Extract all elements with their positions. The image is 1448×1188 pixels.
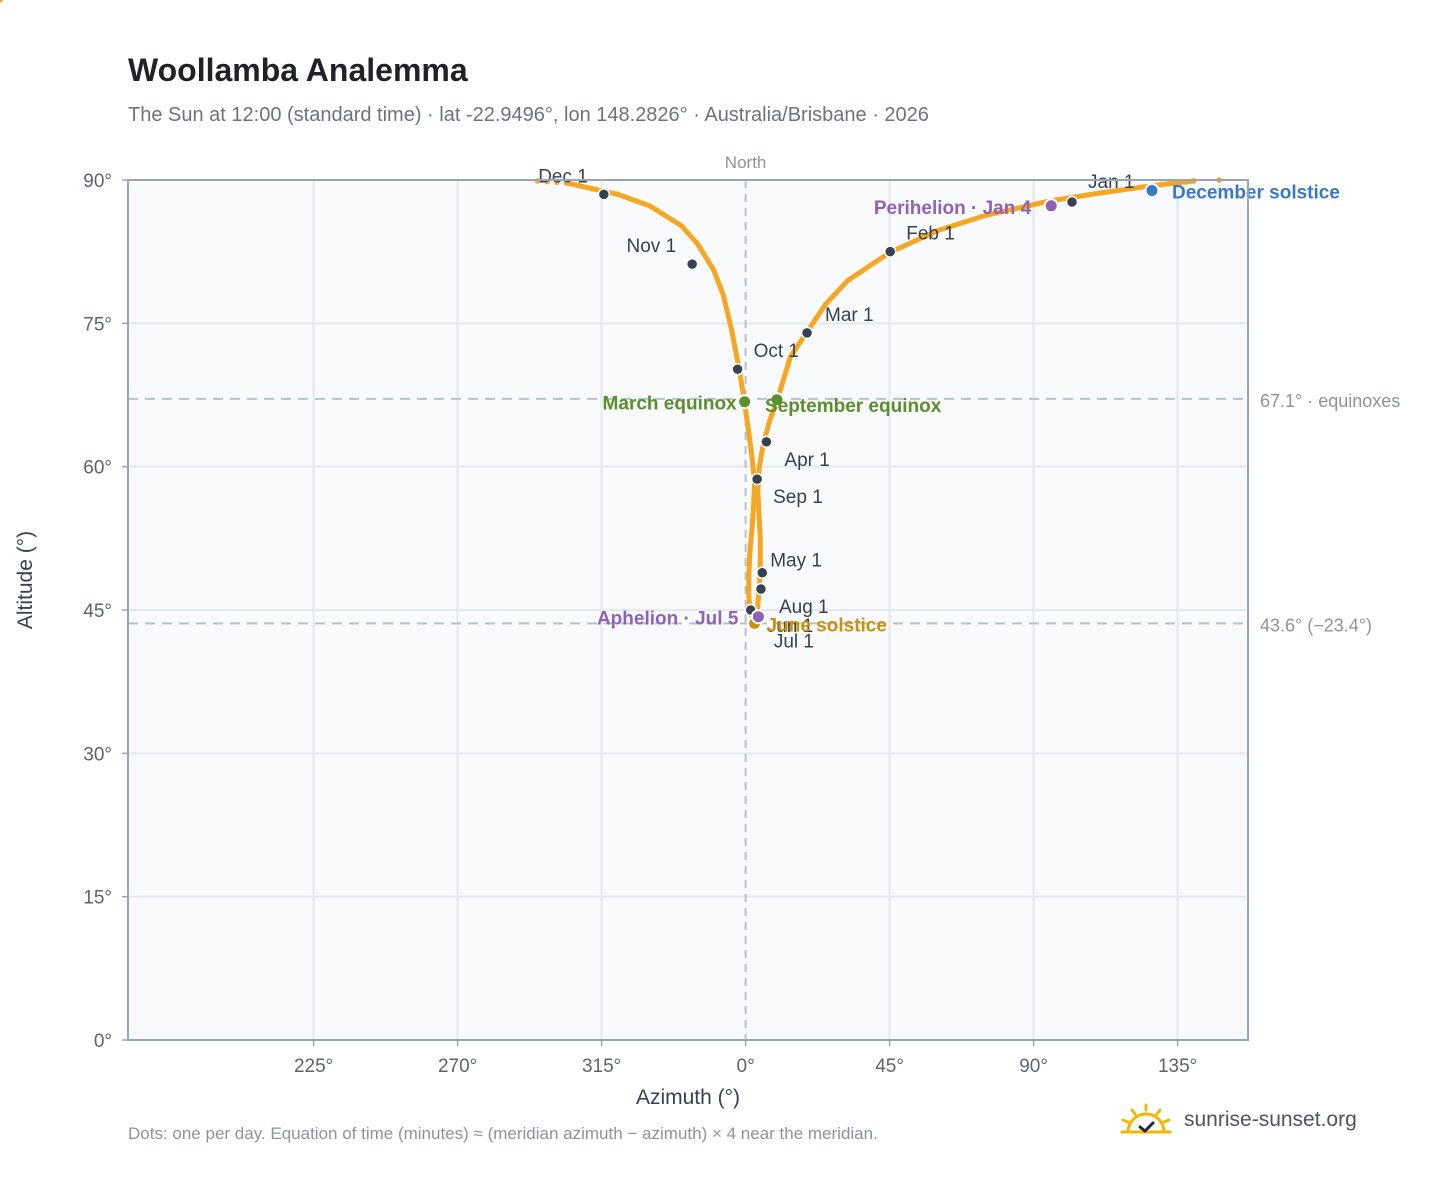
x-tick-label: 270° — [438, 1056, 477, 1077]
axes-group: 225° 270° 315° 0° 45° 90° 135° 0° 15° 30° 45° 60° 75… — [14, 171, 1197, 1109]
y-axis-title: Altitude (°) — [14, 531, 37, 629]
day-dot — [589, 185, 595, 192]
y-tick-label: 90° — [83, 171, 112, 192]
x-tick-label: 315° — [582, 1056, 621, 1077]
month-label: Jan 1 — [1088, 172, 1134, 193]
brand-name: sunrise-sunset.org — [1184, 1108, 1357, 1131]
month-label: Aug 1 — [779, 597, 829, 618]
sun-logo-icon — [1120, 1103, 1172, 1134]
day-dot — [1157, 181, 1164, 188]
month-dot — [883, 245, 897, 258]
day-dot — [1174, 180, 1180, 186]
month-label: Apr 1 — [784, 450, 829, 471]
x-tick-label: 45° — [875, 1056, 904, 1077]
special-point-dot — [750, 609, 766, 625]
chart-title: Woollamba Analemma — [128, 52, 468, 88]
y-tick-label: 15° — [83, 888, 112, 909]
month-label: Oct 1 — [754, 341, 799, 362]
meridian-label: North — [725, 153, 767, 172]
month-dot — [1065, 195, 1079, 209]
special-point-label: September equinox — [765, 396, 942, 417]
month-label: Dec 1 — [538, 166, 588, 187]
month-label: Nov 1 — [627, 236, 677, 257]
month-dot — [750, 472, 764, 486]
y-tick-label: 0° — [94, 1031, 112, 1052]
day-dots — [0, 0, 1222, 198]
special-points: March equinox September equinox June solst… — [597, 183, 1340, 637]
special-point-label: March equinox — [603, 394, 738, 415]
special-point-label: June solstice — [767, 615, 887, 636]
day-dot — [1165, 181, 1172, 187]
x-tick-label: 135° — [1158, 1056, 1197, 1077]
special-point-dot — [737, 394, 753, 410]
month-dot — [597, 188, 611, 201]
y-tick-label: 45° — [83, 601, 112, 622]
meridian-group: North — [725, 153, 767, 1040]
month-dot — [731, 362, 744, 376]
x-tick-label: 90° — [1019, 1056, 1048, 1077]
brand[interactable]: sunrise-sunset.org — [1118, 1102, 1357, 1138]
y-tick-label: 30° — [83, 744, 112, 765]
day-dot — [614, 191, 621, 198]
month-label: Mar 1 — [825, 305, 874, 326]
reference-line-label: 67.1° · equinoxes — [1260, 391, 1400, 411]
month-dot — [754, 582, 768, 596]
special-point-dot — [1144, 183, 1160, 199]
special-point-dot — [1043, 198, 1059, 214]
chart-subtitle: The Sun at 12:00 (standard time) · lat -… — [128, 104, 929, 126]
x-tick-label: 0° — [737, 1056, 755, 1077]
month-label: May 1 — [770, 551, 822, 572]
reference-line-label: 43.6° (−23.4°) — [1260, 615, 1372, 635]
month-label: Feb 1 — [906, 224, 955, 245]
month-dot — [760, 435, 773, 449]
day-dot — [563, 180, 570, 186]
footnote: Dots: one per day. Equation of time (min… — [128, 1124, 878, 1143]
month-label: Jun 1 — [767, 616, 813, 637]
special-point-dot — [769, 392, 785, 408]
month-dot — [800, 326, 814, 340]
special-point-label: Perihelion · Jan 4 — [874, 198, 1032, 219]
day-dot — [0, 0, 3, 3]
month-dot — [755, 566, 769, 579]
reference-lines: 67.1° · equinoxes 43.6° (−23.4°) — [128, 391, 1400, 635]
month-label: Jul 1 — [774, 631, 814, 652]
special-point-label: Aphelion · Jul 5 — [597, 609, 739, 630]
day-dot — [576, 182, 582, 189]
y-tick-label: 75° — [83, 314, 112, 335]
x-tick-label: 225° — [294, 1056, 333, 1077]
special-point-label: December solstice — [1172, 183, 1340, 204]
grid-lines — [128, 180, 1248, 1040]
y-tick-label: 60° — [83, 458, 112, 479]
x-axis-title: Azimuth (°) — [636, 1086, 740, 1109]
month-dot — [685, 257, 699, 271]
month-label: Sep 1 — [773, 487, 823, 508]
